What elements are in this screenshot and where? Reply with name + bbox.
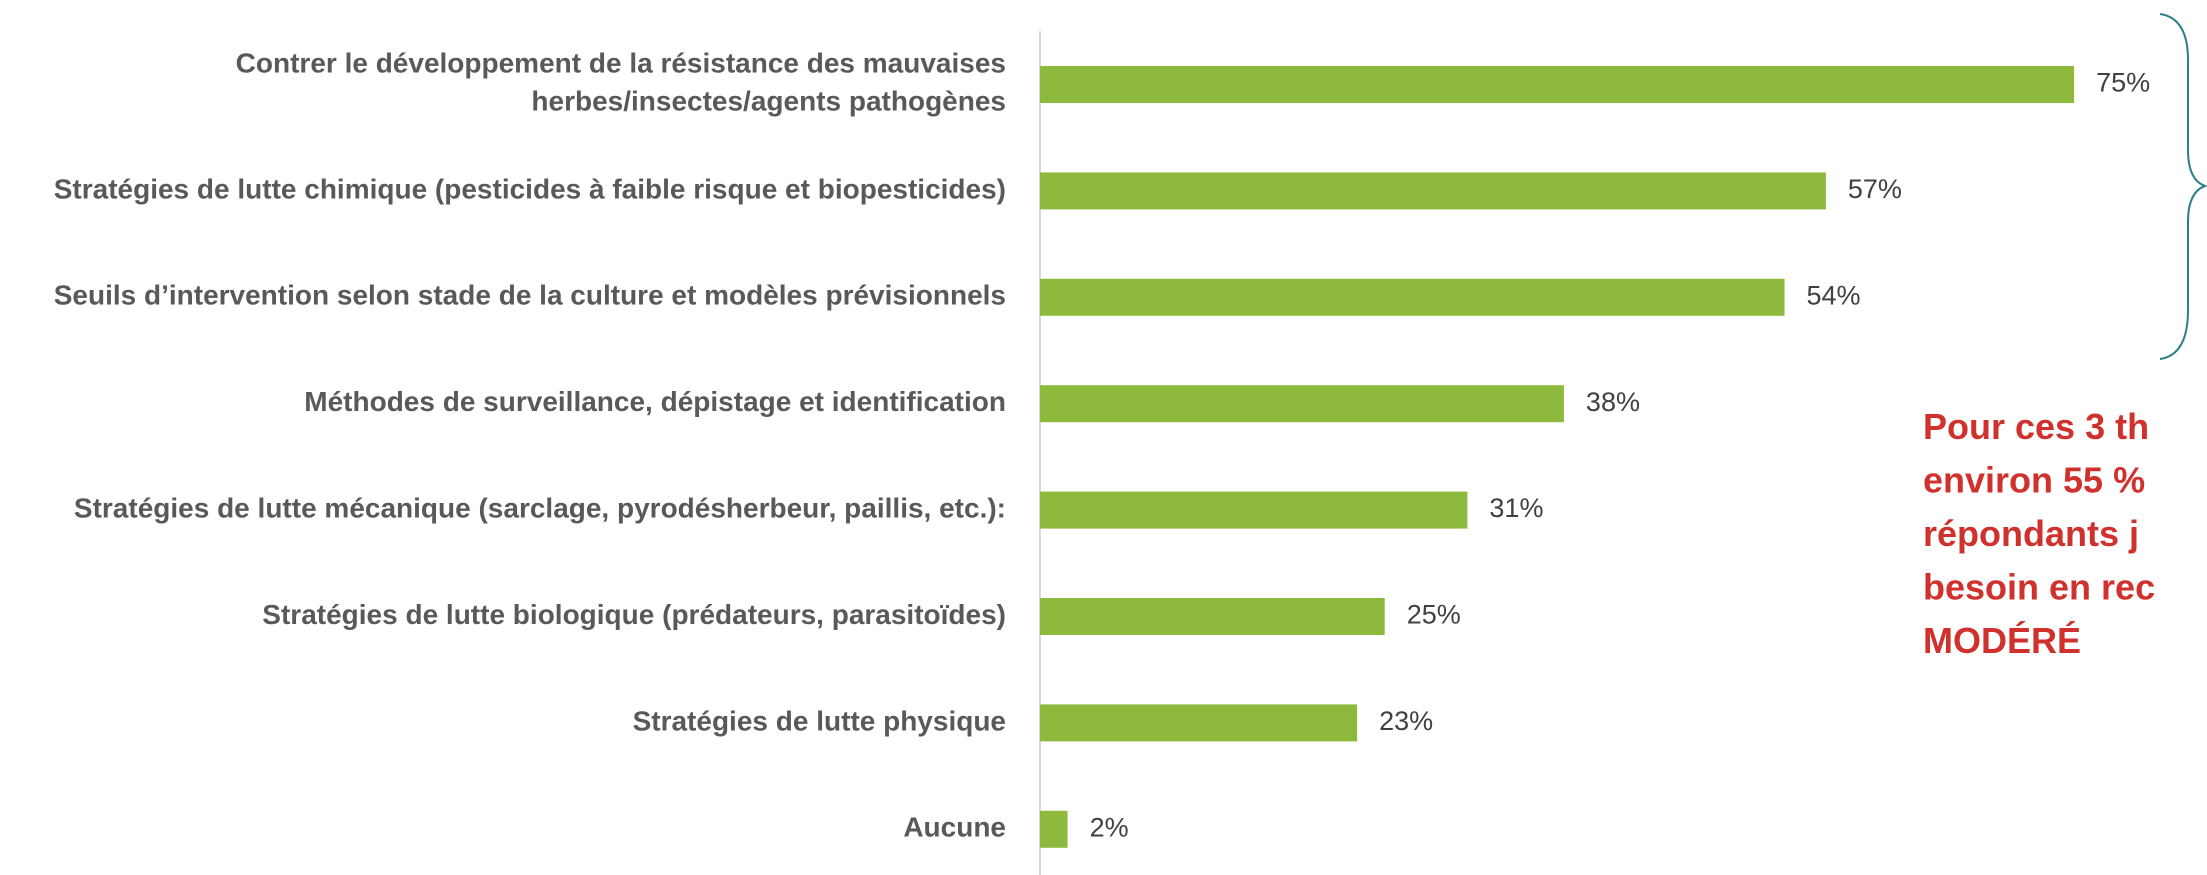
annotation-line: MODÉRÉ — [1923, 620, 2081, 661]
category-label: Aucune — [903, 812, 1006, 843]
category-label: Stratégies de lutte biologique (prédateu… — [262, 599, 1006, 630]
annotation-line: Pour ces 3 th — [1923, 406, 2149, 447]
category-label: Stratégies de lutte chimique (pesticides… — [54, 173, 1006, 204]
category-label: Stratégies de lutte mécanique (sarclage,… — [74, 492, 1006, 523]
bar — [1040, 172, 1826, 210]
category-label: Seuils d’intervention selon stade de la … — [54, 280, 1006, 311]
bar — [1040, 704, 1358, 742]
annotation-line: besoin en rec — [1923, 567, 2155, 608]
value-label: 38% — [1586, 387, 1640, 417]
bar — [1040, 385, 1564, 423]
bar — [1040, 278, 1785, 316]
category-label: Contrer le développement de la résistanc… — [236, 48, 1006, 117]
bar — [1040, 598, 1385, 635]
bar — [1040, 66, 2075, 103]
bar — [1040, 810, 1068, 848]
value-label: 31% — [1489, 493, 1543, 523]
value-label: 2% — [1090, 812, 1129, 842]
annotation-line: répondants j — [1923, 513, 2139, 554]
annotation-line: environ 55 % — [1923, 460, 2145, 501]
category-label: Méthodes de surveillance, dépistage et i… — [304, 386, 1006, 417]
bar — [1040, 491, 1468, 529]
value-label: 54% — [1807, 280, 1861, 310]
value-label: 23% — [1379, 706, 1433, 736]
category-label: Stratégies de lutte physique — [633, 705, 1006, 736]
value-label: 25% — [1407, 600, 1461, 630]
brace — [2159, 13, 2207, 360]
value-label: 75% — [2096, 68, 2150, 98]
value-label: 57% — [1848, 174, 1902, 204]
